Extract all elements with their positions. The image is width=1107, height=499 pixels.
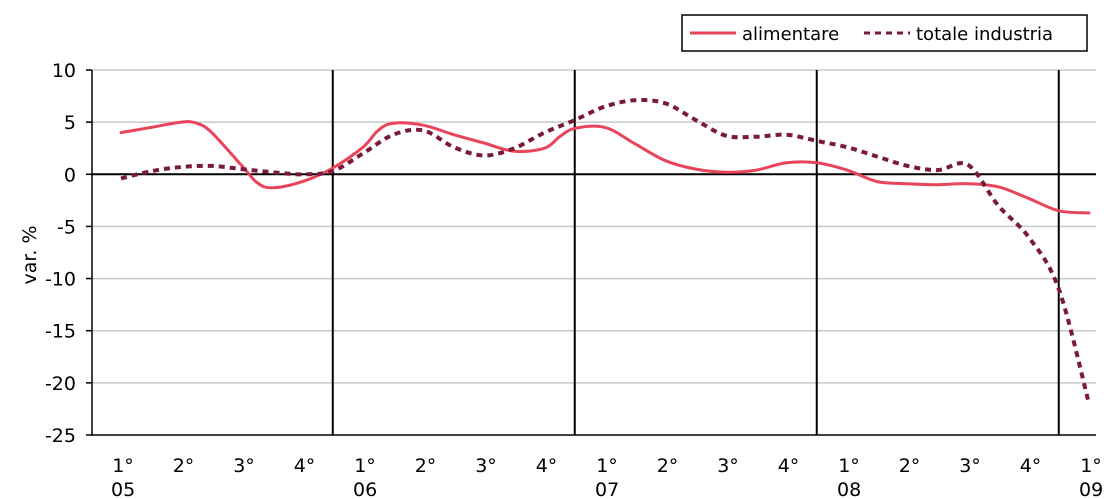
y-tick-label: 0 bbox=[64, 164, 76, 186]
legend: alimentare totale industria bbox=[681, 14, 1088, 52]
x-tick-label: 1° bbox=[596, 455, 618, 477]
y-axis-title: var. % bbox=[19, 225, 41, 284]
legend-box bbox=[681, 14, 1088, 52]
x-tick-label: 3° bbox=[959, 455, 981, 477]
year-label: 07 bbox=[595, 479, 619, 499]
grid bbox=[92, 69, 1096, 384]
x-tick-label: 2° bbox=[173, 455, 195, 477]
x-tick-label: 1° bbox=[354, 455, 376, 477]
y-tick-label: -15 bbox=[45, 321, 76, 343]
y-tick-label: -10 bbox=[45, 269, 76, 291]
legend-label-totale-industria: totale industria bbox=[916, 24, 1053, 45]
series-line-totale-industria bbox=[120, 98, 1091, 405]
year-label: 06 bbox=[353, 479, 377, 499]
x-tick-label: 4° bbox=[294, 455, 316, 477]
x-tick-label: 2° bbox=[899, 455, 921, 477]
x-tick-label: 4° bbox=[1020, 455, 1042, 477]
x-tick-label: 1° bbox=[1080, 455, 1102, 477]
series-line-alimentare bbox=[119, 120, 1091, 215]
y-tick-labels: 10 5 0 -5 -10 -15 -20 -25 bbox=[45, 60, 76, 447]
year-label: 09 bbox=[1079, 479, 1103, 499]
x-tick-label: 2° bbox=[415, 455, 437, 477]
year-label: 08 bbox=[837, 479, 861, 499]
y-tick-label: 10 bbox=[52, 60, 76, 82]
year-label: 05 bbox=[111, 479, 135, 499]
x-tick-label: 3° bbox=[717, 455, 739, 477]
x-tick-label: 2° bbox=[657, 455, 679, 477]
legend-label-alimentare: alimentare bbox=[742, 24, 839, 45]
axes bbox=[86, 69, 1096, 436]
x-tick-label: 4° bbox=[778, 455, 800, 477]
y-tick-label: -20 bbox=[45, 373, 76, 395]
x-tick-label: 3° bbox=[233, 455, 255, 477]
y-tick-label: -5 bbox=[57, 216, 76, 238]
x-tick-labels: 1° 2° 3° 4° 1° 2° 3° 4° 1° 2° 3° 4° 1° 2° 3° 4° 1°05 06 07… bbox=[111, 455, 1103, 499]
series bbox=[119, 98, 1091, 405]
x-tick-label: 3° bbox=[475, 455, 497, 477]
x-tick-label: 4° bbox=[536, 455, 558, 477]
year-separators bbox=[331, 70, 1060, 435]
y-tick-label: 5 bbox=[64, 112, 76, 134]
x-tick-label: 1° bbox=[112, 455, 134, 477]
x-tick-label: 1° bbox=[838, 455, 860, 477]
y-tick-label: -25 bbox=[45, 425, 76, 447]
